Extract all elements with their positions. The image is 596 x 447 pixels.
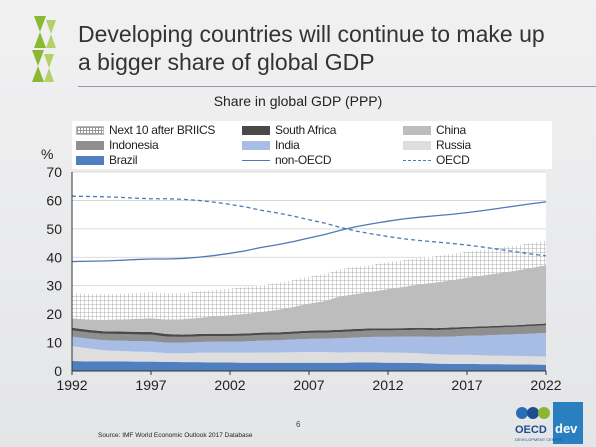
legend-swatch-non-oecd xyxy=(242,160,270,161)
area-india xyxy=(72,332,546,357)
oecd-chevrons-icon xyxy=(32,16,56,82)
x-tick-label-2007: 2007 xyxy=(293,377,324,393)
y-tick-label-70: 70 xyxy=(46,164,62,180)
chevron-lower-icon xyxy=(32,50,44,82)
y-tick-label-30: 30 xyxy=(46,278,62,294)
slide-title: Developing countries will continue to ma… xyxy=(78,20,578,76)
slide-title-line2: a bigger share of global GDP xyxy=(78,49,375,75)
oecd-dev-logo: OECD dev DEVELOPMENT CENTRE xyxy=(515,402,583,444)
chart-legend: Next 10 after BRIICS South Africa China … xyxy=(72,121,552,169)
line-non-oecd xyxy=(71,201,547,263)
chevron-upper-icon xyxy=(34,16,46,48)
legend-label-russia: Russia xyxy=(436,138,471,152)
chart-title: Share in global GDP (PPP) xyxy=(213,93,383,109)
y-tick-label-40: 40 xyxy=(46,249,62,265)
x-tick-label-1992: 1992 xyxy=(56,377,87,393)
x-tick-label-2002: 2002 xyxy=(214,377,245,393)
legend-swatch-oecd xyxy=(403,160,431,161)
area-russia xyxy=(72,346,546,365)
logo-tagline: DEVELOPMENT CENTRE xyxy=(515,437,563,442)
legend-swatch-south-africa xyxy=(242,126,270,135)
area-china xyxy=(72,265,546,335)
legend-swatch-russia xyxy=(403,141,431,150)
y-axis-unit: % xyxy=(41,146,54,162)
logo-circle-navy-icon xyxy=(527,407,539,419)
area-next-10-after-briics xyxy=(72,240,546,320)
legend-label-china: China xyxy=(436,123,466,137)
legend-label-brazil: Brazil xyxy=(109,153,138,167)
legend-swatch-indonesia xyxy=(76,141,104,150)
legend-swatch-india xyxy=(242,141,270,150)
x-tick-label-2012: 2012 xyxy=(372,377,403,393)
logo-circle-green-icon xyxy=(538,407,550,419)
y-tick-label-60: 60 xyxy=(46,192,62,208)
legend-label-non-oecd: non-OECD xyxy=(275,153,332,167)
legend-swatch-china xyxy=(403,126,431,135)
page-number: 6 xyxy=(296,420,301,429)
logo-text-dev: dev xyxy=(555,421,578,436)
area-indonesia xyxy=(72,325,546,343)
chevron-lower-right-icon xyxy=(44,54,54,82)
x-tick-label-2022: 2022 xyxy=(530,377,561,393)
y-tick-label-20: 20 xyxy=(46,306,62,322)
legend-swatch-brazil xyxy=(76,156,104,165)
area-brazil xyxy=(72,361,546,371)
logo-dev-box xyxy=(553,402,583,444)
slide-title-line1: Developing countries will continue to ma… xyxy=(78,21,545,47)
x-tick-label-1997: 1997 xyxy=(135,377,166,393)
chevron-upper-right-icon xyxy=(46,20,56,48)
x-tick-label-2017: 2017 xyxy=(451,377,482,393)
source-note: Source: IMF World Economic Outlook 2017 … xyxy=(98,432,253,439)
legend-label-india: India xyxy=(275,138,300,152)
logo-text-oecd: OECD xyxy=(515,424,547,436)
legend-label-south-africa: South Africa xyxy=(275,123,337,137)
title-divider xyxy=(78,86,596,87)
y-tick-label-50: 50 xyxy=(46,221,62,237)
legend-label-next10: Next 10 after BRIICS xyxy=(109,123,216,137)
logo-circle-blue-icon xyxy=(516,407,528,419)
y-tick-label-10: 10 xyxy=(46,335,62,351)
legend-label-oecd: OECD xyxy=(436,153,470,167)
legend-swatch-next10 xyxy=(76,126,104,135)
y-tick-label-0: 0 xyxy=(54,363,62,379)
legend-label-indonesia: Indonesia xyxy=(109,138,159,152)
line-oecd xyxy=(71,195,547,257)
